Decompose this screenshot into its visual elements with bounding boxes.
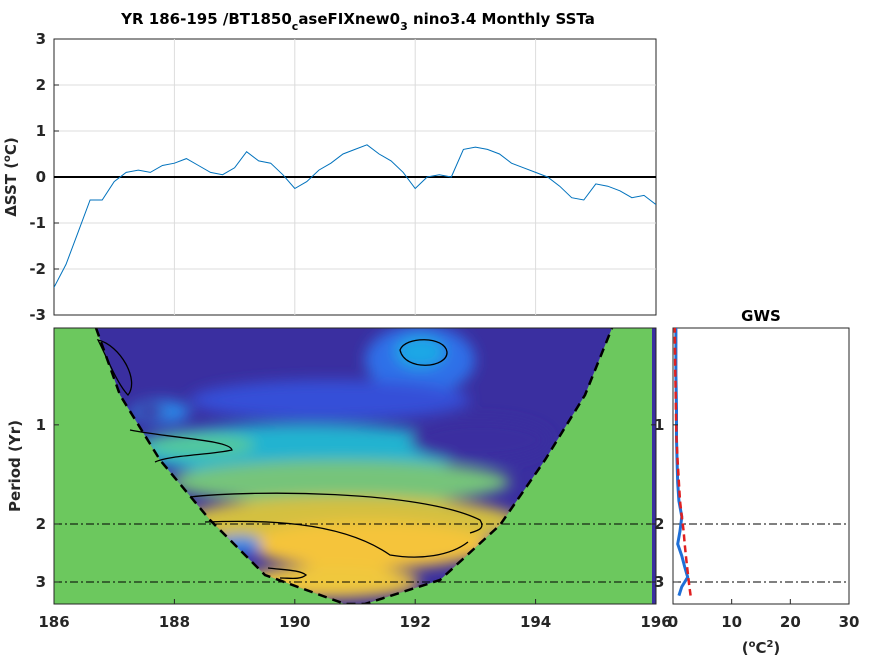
gws-yticks: 1 2 3 (654, 416, 678, 591)
sst-ytick-label: 0 (36, 168, 46, 186)
sst-ytick-label: 1 (36, 122, 46, 140)
sst-ytick-label: 2 (36, 76, 46, 94)
sst-series-line (54, 144, 656, 288)
gws-title: GWS (741, 307, 781, 325)
sst-panel: 3 2 1 0 -1 -2 -3 ΔSST (oC) (2, 30, 657, 324)
gws-axes-box (672, 327, 850, 605)
gws-xtick-label: 30 (839, 613, 860, 631)
significance-contour (204, 520, 469, 558)
gws-xlabel: (oC2) (742, 639, 781, 656)
significance-contour (129, 429, 233, 463)
wavelet-panel: 186 188 190 192 194 196 1 2 3 Period (Yr) (6, 327, 672, 631)
sst-ylabel: ΔSST (oC) (2, 137, 20, 217)
gws-ytick-label: 3 (654, 573, 664, 591)
figure-title: YR 186-195 /BT1850caseFIXnew03 nino3.4 M… (120, 10, 595, 33)
wavelet-yticks: 1 2 3 (36, 416, 656, 591)
wavelet-ytick-label: 2 (36, 515, 46, 533)
significance-contour (267, 567, 308, 580)
significance-contour (399, 339, 448, 366)
sst-ytick-label: -3 (29, 306, 46, 324)
wavelet-xtick-label: 186 (38, 613, 69, 631)
wavelet-xticks: 186 188 190 192 194 196 (38, 599, 672, 631)
wavelet-ytick-label: 3 (36, 573, 46, 591)
gws-xticks: 0 10 20 30 (668, 599, 860, 631)
sst-ytick-label: 3 (36, 30, 46, 48)
wavelet-xtick-label: 188 (159, 613, 190, 631)
wavelet-xtick-label: 192 (400, 613, 431, 631)
significance-contour (189, 492, 483, 534)
wavelet-ytick-label: 1 (36, 416, 46, 434)
gws-xtick-label: 20 (780, 613, 801, 631)
gws-xtick-label: 0 (668, 613, 678, 631)
wavelet-axes-box (53, 327, 657, 605)
sst-yticks: 3 2 1 0 -1 -2 -3 (29, 30, 59, 324)
sst-ytick-label: -2 (29, 260, 46, 278)
cone-of-influence (94, 328, 614, 604)
gws-xtick-label: 10 (721, 613, 742, 631)
gws-ytick-label: 1 (654, 416, 664, 434)
sst-ytick-label: -1 (29, 214, 46, 232)
gws-panel: GWS 0 10 20 30 1 2 3 (oC2) (654, 307, 859, 656)
gws-significance-line (673, 328, 692, 596)
wavelet-xtick-label: 196 (640, 613, 671, 631)
wavelet-xtick-label: 194 (520, 613, 551, 631)
colorbar-edge (652, 328, 656, 604)
wavelet-ylabel: Period (Yr) (6, 420, 24, 512)
gws-ytick-label: 2 (654, 515, 664, 533)
wavelet-xtick-label: 190 (279, 613, 310, 631)
